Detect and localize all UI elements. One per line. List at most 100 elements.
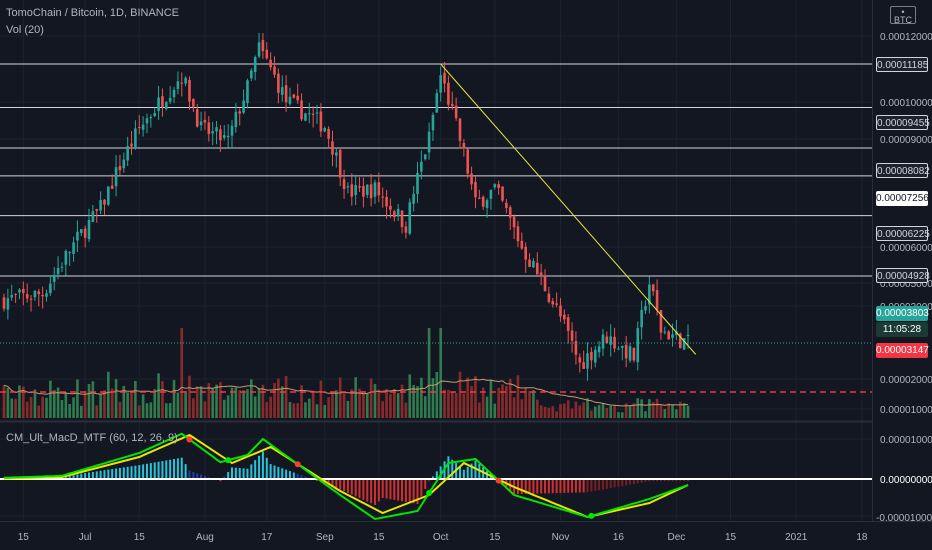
candle-body: [230, 125, 234, 136]
volume-bar: [617, 412, 620, 418]
candle-body: [157, 97, 160, 111]
candle-body: [122, 159, 126, 169]
histogram-bar: [636, 479, 639, 484]
macd-tick: 0.00000000: [880, 475, 932, 486]
histogram-bar: [431, 476, 434, 479]
level-badge: 0.00008082: [876, 163, 930, 178]
candle-body: [593, 349, 597, 363]
macd-legend[interactable]: CM_Ult_MacD_MTF (60, 12, 26, 9): [6, 432, 178, 444]
candle-body: [640, 309, 643, 328]
histogram-bar: [370, 479, 373, 504]
candle-body: [566, 317, 570, 331]
volume-bar: [601, 402, 605, 418]
volume-bar: [462, 393, 466, 418]
volume-bar: [520, 399, 524, 418]
histogram-bar: [397, 479, 400, 501]
candle-body: [41, 295, 44, 297]
candle-body: [296, 95, 299, 101]
candle-body: [207, 122, 211, 135]
histogram-bar: [203, 475, 206, 479]
histogram-bar: [544, 479, 547, 494]
candle-body: [489, 189, 493, 199]
candle-body: [450, 103, 454, 106]
candle-body: [250, 70, 253, 79]
histogram-bar: [234, 467, 237, 479]
volume-bar: [107, 371, 110, 418]
volume-moving-average: [3, 378, 688, 407]
time-label: Nov: [552, 532, 570, 543]
volume-bar: [624, 403, 628, 418]
volume-bar: [663, 409, 667, 418]
candle-body: [393, 211, 396, 218]
candle-body: [462, 143, 466, 149]
histogram-bar: [103, 470, 106, 479]
volume-bar: [49, 380, 52, 418]
volume-bar: [79, 405, 83, 418]
candle-body: [126, 146, 129, 161]
volume-bar: [547, 407, 551, 418]
volume-bar: [535, 399, 539, 418]
volume-bar: [447, 389, 450, 418]
candle-body: [203, 119, 207, 123]
histogram-bar: [219, 479, 222, 482]
time-axis[interactable]: 15 Jul 15 Aug 17 Sep 15 Oct 15 Nov 16 Dec 15 2021 18: [18, 532, 868, 543]
currency-icon[interactable]: • BTC: [890, 6, 916, 25]
volume-bar: [582, 402, 585, 418]
cross-marker: [588, 512, 595, 519]
candle-body: [655, 290, 659, 311]
volume-bar: [524, 387, 527, 418]
volume-bar: [350, 389, 354, 418]
volume-bar: [497, 387, 500, 418]
candle-body: [454, 105, 458, 119]
candle-body: [648, 284, 651, 305]
volume-bar: [253, 396, 257, 418]
histogram-bar: [428, 479, 431, 482]
candle-body: [682, 338, 686, 350]
histogram-bar: [265, 457, 268, 479]
candle-body: [470, 173, 473, 185]
candle-body: [137, 127, 141, 129]
histogram-bar: [285, 469, 288, 479]
price-tick: 0.00010000: [880, 98, 932, 109]
histogram-bar: [474, 460, 477, 479]
volume-bar: [396, 393, 400, 418]
candle-body: [377, 182, 381, 196]
symbol-legend[interactable]: TomoChain / Bitcoin, 1D, BINANCE: [6, 7, 180, 19]
time-label: 17: [261, 532, 273, 543]
volume-bar: [342, 393, 346, 418]
volume-bar: [180, 328, 184, 418]
volume-bar: [130, 390, 133, 418]
candle-body: [435, 93, 439, 113]
candle-body: [578, 357, 582, 363]
volume-bar: [311, 391, 315, 418]
candle-body: [180, 82, 184, 84]
volume-bar: [478, 402, 481, 418]
volume-bar: [671, 404, 674, 418]
candle-body: [416, 172, 419, 194]
candle-body: [280, 87, 284, 95]
volume-legend[interactable]: Vol (20): [6, 24, 44, 36]
histogram-bar: [145, 463, 148, 479]
level-badge: 0.00009455: [876, 115, 930, 130]
volume-bar: [292, 403, 296, 418]
candle-body: [528, 259, 531, 267]
candle-body: [172, 89, 176, 98]
trendline[interactable]: [440, 63, 697, 355]
macd-axis[interactable]: 0.00001000 0.00000000 -0.00001000: [876, 435, 932, 524]
candlesticks[interactable]: [2, 32, 690, 381]
histogram-bar: [339, 479, 342, 490]
volume-bar: [385, 389, 388, 418]
histogram-bar: [578, 479, 581, 493]
histogram-bar: [536, 479, 539, 494]
histogram-bar: [107, 469, 110, 479]
histogram-bar: [470, 463, 473, 479]
time-label: 15: [134, 532, 146, 543]
histogram-bar: [532, 479, 535, 494]
level-badge: 0.00011185: [876, 57, 928, 72]
volume-bar: [64, 392, 68, 418]
price-tick: 0.00012000: [880, 32, 932, 43]
histogram-bar: [343, 479, 346, 492]
volume-bar: [605, 407, 609, 418]
candle-body: [570, 330, 574, 341]
